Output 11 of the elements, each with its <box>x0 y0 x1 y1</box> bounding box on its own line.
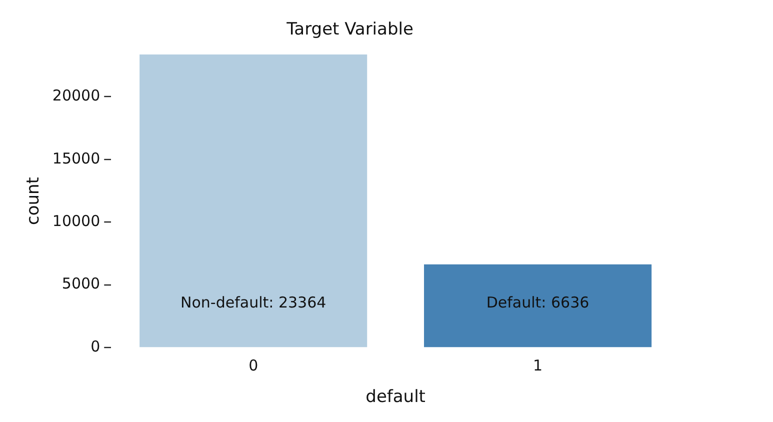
x-axis-title: default <box>366 387 426 408</box>
y-tick-label: 0 <box>90 337 100 356</box>
chart-title: Target Variable <box>286 20 414 40</box>
annotation: Default: 6636 <box>486 293 590 312</box>
y-axis-title: count <box>24 176 44 225</box>
y-tick-label: 5000 <box>62 274 100 293</box>
y-tick-label: 15000 <box>52 149 100 168</box>
y-tick-label: 10000 <box>52 212 100 230</box>
y-tick-label: 20000 <box>52 86 100 105</box>
x-tick-label: 1 <box>533 356 543 374</box>
annotation: Non-default: 23364 <box>180 293 326 312</box>
